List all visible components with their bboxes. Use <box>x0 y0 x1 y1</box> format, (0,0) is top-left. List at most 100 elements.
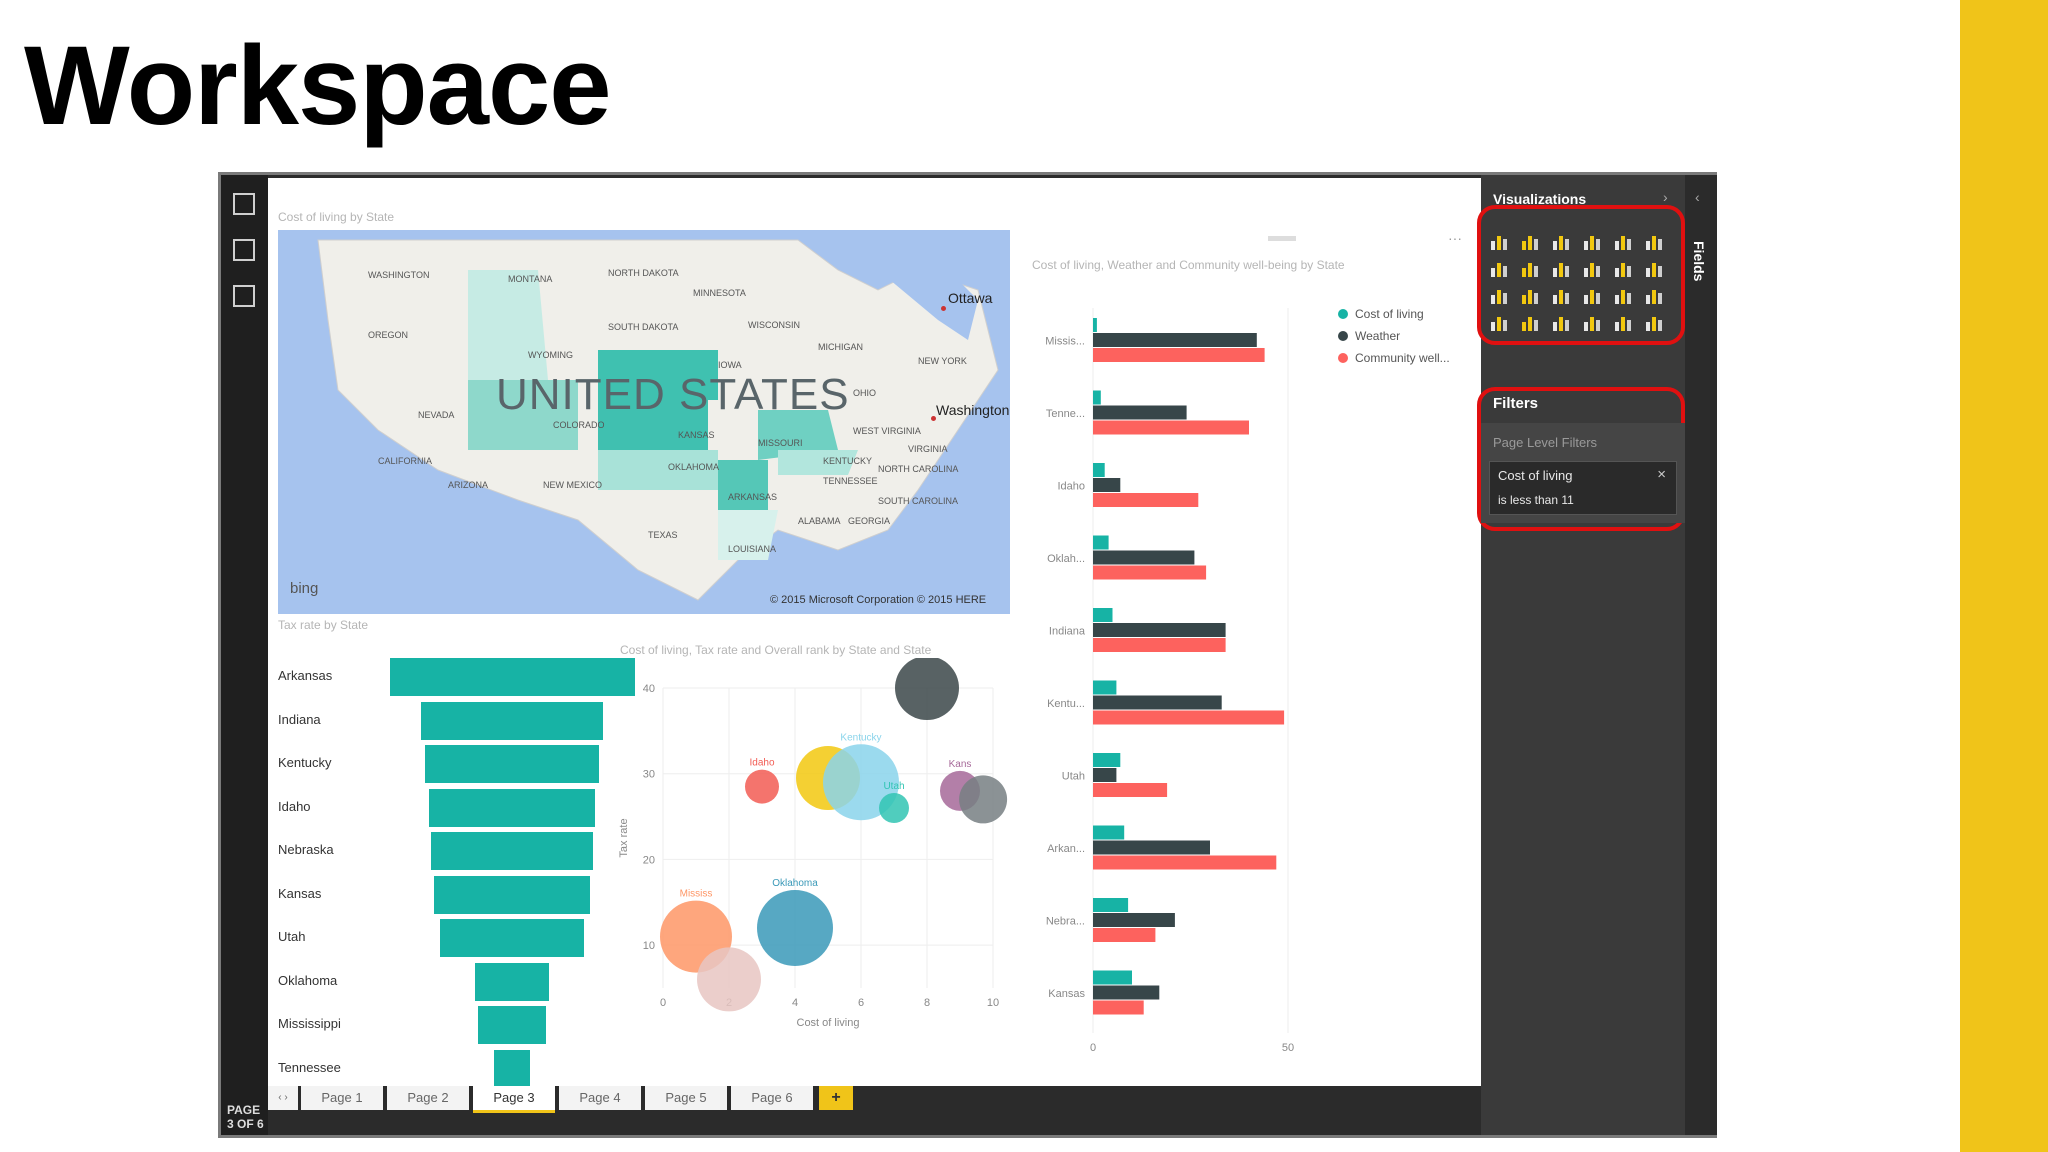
visualization-type-icon[interactable] <box>1489 287 1509 305</box>
map-state-label: MINNESOTA <box>693 288 746 298</box>
visualization-type-icon[interactable] <box>1644 314 1664 332</box>
tab-page-5[interactable]: Page 5 <box>645 1086 727 1110</box>
visualization-type-icon[interactable] <box>1489 314 1509 332</box>
tab-page-1[interactable]: Page 1 <box>301 1086 383 1110</box>
bar[interactable] <box>1093 783 1168 797</box>
visualization-type-icon[interactable] <box>1644 233 1664 251</box>
bar[interactable] <box>1093 565 1207 580</box>
bar[interactable] <box>1093 535 1109 550</box>
map-visual[interactable]: WASHINGTON MONTANA NORTH DAKOTA MINNESOT… <box>278 230 1010 614</box>
bar[interactable] <box>1093 333 1257 347</box>
funnel-bar[interactable] <box>493 1049 531 1088</box>
scatter-point[interactable] <box>697 947 761 1012</box>
bar[interactable] <box>1093 390 1101 405</box>
visualization-type-icon[interactable] <box>1520 233 1540 251</box>
visualization-type-icon[interactable] <box>1489 233 1509 251</box>
funnel-bar[interactable] <box>433 875 591 914</box>
visualization-type-icon[interactable] <box>1520 260 1540 278</box>
map-state-label: SOUTH CAROLINA <box>878 496 959 506</box>
report-view-icon[interactable] <box>233 193 255 215</box>
bar[interactable] <box>1093 753 1121 767</box>
bar[interactable] <box>1093 318 1097 332</box>
scatter-point[interactable] <box>757 890 833 966</box>
scatter-point[interactable] <box>895 658 959 720</box>
bar[interactable] <box>1093 970 1132 985</box>
visual-more-options[interactable]: ··· <box>1448 230 1462 246</box>
close-icon[interactable]: × <box>1657 466 1666 483</box>
visualization-type-icon[interactable] <box>1613 314 1633 332</box>
tab-page-3[interactable]: Page 3 <box>473 1086 555 1113</box>
bar[interactable] <box>1093 420 1249 435</box>
bar[interactable] <box>1093 695 1222 710</box>
bar[interactable] <box>1093 985 1160 1000</box>
bar[interactable] <box>1093 478 1121 492</box>
visualization-type-icon[interactable] <box>1582 233 1602 251</box>
bar[interactable] <box>1093 855 1277 870</box>
bar[interactable] <box>1093 623 1226 637</box>
visual-drag-handle[interactable] <box>1268 236 1296 241</box>
visualization-type-icon[interactable] <box>1582 260 1602 278</box>
collapse-pane-icon[interactable]: › <box>1663 189 1668 205</box>
bar[interactable] <box>1093 840 1210 855</box>
visualization-type-icon[interactable] <box>1613 287 1633 305</box>
tab-scroll-arrows[interactable]: ‹ › <box>268 1086 298 1110</box>
chevron-left-icon[interactable]: ‹ <box>1695 189 1700 205</box>
data-view-icon[interactable] <box>233 239 255 261</box>
accent-bar <box>1960 0 2048 1152</box>
visualization-type-icon[interactable] <box>1489 260 1509 278</box>
bar[interactable] <box>1093 348 1265 362</box>
funnel-bar[interactable] <box>475 962 549 1001</box>
visualization-type-icon[interactable] <box>1582 314 1602 332</box>
bar[interactable] <box>1093 493 1199 507</box>
funnel-bar[interactable] <box>431 832 593 870</box>
visualization-type-icon[interactable] <box>1551 233 1571 251</box>
visualizations-pane: Visualizations › Filters Page Level Filt… <box>1477 175 1685 1135</box>
visualization-type-icon[interactable] <box>1644 260 1664 278</box>
visualization-type-icon[interactable] <box>1613 233 1633 251</box>
funnel-bar[interactable] <box>421 701 603 740</box>
bar[interactable] <box>1093 825 1125 840</box>
bar[interactable] <box>1093 638 1226 652</box>
scatter-point[interactable] <box>959 775 1008 824</box>
map-state-label: WEST VIRGINIA <box>853 426 921 436</box>
funnel-bar[interactable] <box>389 658 635 696</box>
visualization-type-icon[interactable] <box>1551 260 1571 278</box>
city-marker <box>931 416 936 421</box>
visualization-type-icon[interactable] <box>1551 287 1571 305</box>
bar[interactable] <box>1093 928 1156 942</box>
funnel-bar[interactable] <box>477 1006 547 1044</box>
tab-page-2[interactable]: Page 2 <box>387 1086 469 1110</box>
visualization-type-icon[interactable] <box>1551 314 1571 332</box>
visualization-type-icon[interactable] <box>1582 287 1602 305</box>
bar[interactable] <box>1093 768 1117 782</box>
bar[interactable] <box>1093 1000 1144 1015</box>
bar[interactable] <box>1093 608 1113 622</box>
bar[interactable] <box>1093 710 1285 725</box>
funnel-bar[interactable] <box>428 788 596 827</box>
tab-page-4[interactable]: Page 4 <box>559 1086 641 1110</box>
funnel-bar[interactable] <box>439 919 585 957</box>
funnel-bar[interactable] <box>425 745 599 783</box>
visualization-type-icon[interactable] <box>1520 314 1540 332</box>
bar[interactable] <box>1093 463 1105 477</box>
scatter-point[interactable] <box>879 793 909 823</box>
visualization-type-icon[interactable] <box>1520 287 1540 305</box>
filter-card[interactable]: Cost of living × is less than 11 <box>1489 461 1677 515</box>
scatter-point[interactable] <box>745 769 779 804</box>
tab-page-6[interactable]: Page 6 <box>731 1086 813 1110</box>
bar[interactable] <box>1093 913 1175 927</box>
bar[interactable] <box>1093 680 1117 695</box>
bar[interactable] <box>1093 405 1187 420</box>
visualization-type-icon[interactable] <box>1613 260 1633 278</box>
bar[interactable] <box>1093 550 1195 565</box>
funnel-visual[interactable]: Arkansas Indiana Kentucky Idaho Nebraska Kans… <box>268 638 635 1088</box>
fields-pane-collapsed[interactable]: ‹ Fields <box>1685 175 1717 1135</box>
map-state-label: NEVADA <box>418 410 455 420</box>
scatter-point[interactable] <box>823 744 899 821</box>
add-page-button[interactable]: + <box>819 1086 853 1110</box>
visualization-type-icon[interactable] <box>1644 287 1664 305</box>
bar-visual[interactable]: 0 50 Missis... Tenne... Idaho Oklah... Indiana… <box>1023 278 1473 1078</box>
relationships-view-icon[interactable] <box>233 285 255 307</box>
bar[interactable] <box>1093 898 1129 912</box>
